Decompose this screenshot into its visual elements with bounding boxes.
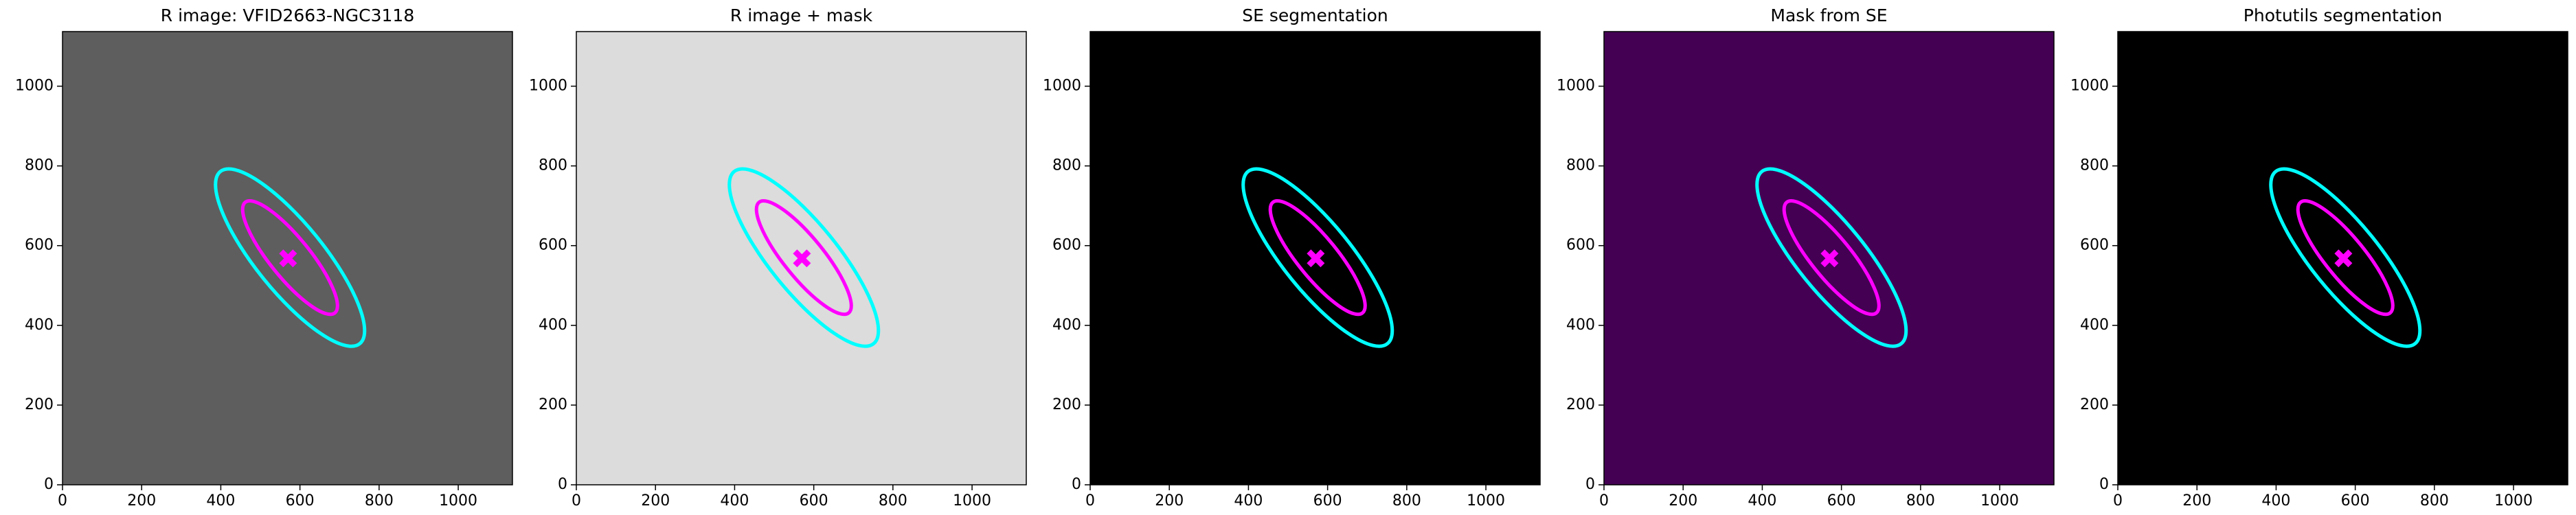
y-tick-label: 200	[1052, 396, 1081, 413]
y-tick-label: 800	[1566, 157, 1595, 174]
y-tick-label: 0	[558, 476, 567, 493]
plot-area	[1241, 167, 1394, 348]
x-tick-label: 400	[2261, 492, 2290, 510]
y-tick-label: 600	[539, 237, 567, 254]
y-tick-label: 0	[2099, 476, 2109, 493]
y-tick-label: 1000	[15, 78, 54, 95]
x-tick-label: 1000	[439, 492, 477, 510]
x-tick-label: 800	[1906, 492, 1935, 510]
y-tick-label: 1000	[1043, 78, 1081, 95]
x-tick-label: 1000	[1467, 492, 1505, 510]
y-tick-label: 200	[539, 396, 567, 413]
x-tick-label: 0	[2113, 492, 2123, 510]
y-tick-label: 1000	[1557, 78, 1595, 95]
x-tick-label: 800	[2420, 492, 2449, 510]
axes-frame	[576, 31, 1027, 485]
plot-area	[214, 167, 367, 348]
y-tick-label: 400	[1566, 317, 1595, 334]
axes-frame	[1089, 31, 1541, 485]
x-tick-label: 200	[641, 492, 670, 510]
axes-frame	[2117, 31, 2568, 485]
aperture-ellipse	[1241, 167, 1394, 348]
y-tick-label: 800	[2080, 157, 2109, 174]
x-tick-label: 200	[2182, 492, 2211, 510]
x-tick-label: 400	[1234, 492, 1263, 510]
x-tick-label: 1000	[2494, 492, 2533, 510]
aperture-ellipse	[214, 167, 367, 348]
center-marker	[1820, 249, 1839, 268]
y-tick-label: 600	[25, 237, 54, 254]
plot-area	[727, 167, 881, 348]
plot-area	[2269, 167, 2422, 348]
panel-title: SE segmentation	[1242, 5, 1388, 25]
y-tick-label: 400	[539, 317, 567, 334]
x-tick-label: 0	[1599, 492, 1609, 510]
x-tick-label: 800	[879, 492, 907, 510]
y-tick-label: 1000	[529, 78, 567, 95]
aperture-ellipse	[727, 167, 881, 348]
panel-title: Photutils segmentation	[2244, 5, 2442, 25]
panel: R image + mask 0 200 400 600 800 1000 0 200 400 60…	[529, 5, 1027, 510]
x-tick-label: 800	[365, 492, 394, 510]
y-tick-label: 800	[25, 157, 54, 174]
x-tick-label: 400	[206, 492, 235, 510]
center-marker	[1307, 249, 1325, 268]
center-marker	[2334, 249, 2353, 268]
panel-title: R image + mask	[730, 5, 873, 25]
panel-title: R image: VFID2663-NGC3118	[161, 5, 414, 25]
center-marker	[793, 249, 811, 268]
panel: Mask from SE 0 200 400 600 800 1000 0 200 400 600 8…	[1557, 5, 2055, 510]
x-tick-label: 600	[286, 492, 315, 510]
y-tick-label: 800	[539, 157, 567, 174]
center-marker	[279, 249, 297, 268]
panel: Photutils segmentation 0 200 400 600 800 1000 0…	[2070, 5, 2568, 510]
y-tick-label: 600	[2080, 237, 2109, 254]
x-tick-label: 400	[1748, 492, 1776, 510]
panel: R image: VFID2663-NGC3118 0 200 400 600 800 10…	[15, 5, 513, 510]
x-tick-label: 400	[720, 492, 749, 510]
aperture-ellipse	[754, 198, 853, 317]
y-tick-label: 600	[1052, 237, 1081, 254]
aperture-ellipse	[2296, 198, 2395, 317]
y-tick-label: 200	[2080, 396, 2109, 413]
x-tick-label: 0	[572, 492, 581, 510]
x-tick-label: 0	[58, 492, 67, 510]
aperture-ellipse	[240, 198, 339, 317]
x-tick-label: 600	[800, 492, 828, 510]
x-tick-label: 200	[1669, 492, 1697, 510]
aperture-ellipse	[1268, 198, 1367, 317]
aperture-ellipse	[2269, 167, 2422, 348]
y-tick-label: 800	[1052, 157, 1081, 174]
x-tick-label: 200	[127, 492, 156, 510]
y-tick-label: 400	[2080, 317, 2109, 334]
y-tick-label: 600	[1566, 237, 1595, 254]
y-tick-label: 0	[1585, 476, 1595, 493]
aperture-ellipse	[1755, 167, 1908, 348]
x-tick-label: 600	[2341, 492, 2370, 510]
x-tick-label: 800	[1392, 492, 1421, 510]
y-tick-label: 400	[1052, 317, 1081, 334]
x-tick-label: 600	[1827, 492, 1856, 510]
panel: SE segmentation 0 200 400 600 800 1000 0 200 400 6…	[1043, 5, 1541, 510]
axes-frame	[1603, 31, 2055, 485]
x-tick-label: 1000	[953, 492, 991, 510]
axes-frame	[62, 31, 513, 485]
x-tick-label: 1000	[1980, 492, 2019, 510]
y-tick-label: 1000	[2070, 78, 2109, 95]
y-tick-label: 200	[1566, 396, 1595, 413]
plot-area	[1755, 167, 1908, 348]
aperture-ellipse	[1782, 198, 1881, 317]
panel-title: Mask from SE	[1770, 5, 1887, 25]
x-tick-label: 200	[1155, 492, 1184, 510]
y-tick-label: 0	[1072, 476, 1081, 493]
y-tick-label: 200	[25, 396, 54, 413]
x-tick-label: 0	[1085, 492, 1095, 510]
y-tick-label: 0	[44, 476, 54, 493]
x-tick-label: 600	[1313, 492, 1342, 510]
y-tick-label: 400	[25, 317, 54, 334]
